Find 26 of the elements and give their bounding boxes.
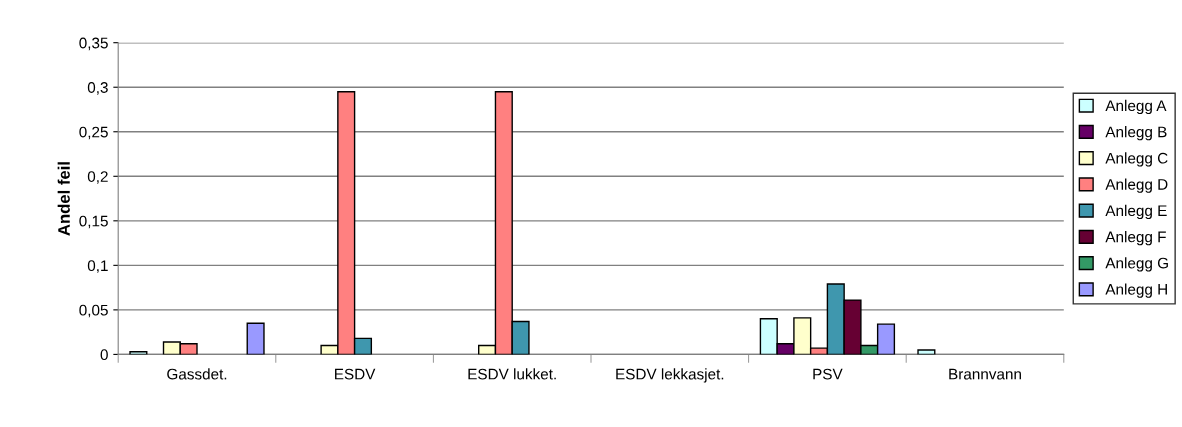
x-tick-label: ESDV lukket. — [468, 368, 556, 380]
y-tick-label: 0,05 — [79, 304, 108, 318]
legend-label: Anlegg D — [1105, 178, 1168, 193]
bar — [129, 351, 148, 355]
x-tick-label: ESDV — [335, 368, 376, 380]
bar — [246, 322, 265, 355]
bar — [917, 349, 936, 355]
legend-label: Anlegg G — [1105, 257, 1168, 272]
y-tick-label: 0,2 — [87, 171, 108, 184]
x-tick-label: ESDV lekkasjet. — [616, 368, 724, 383]
legend-label: Anlegg H — [1105, 283, 1167, 298]
y-tick-label: 0,1 — [87, 260, 108, 273]
legend-label: Anlegg C — [1105, 152, 1168, 167]
legend-label: Anlegg B — [1105, 126, 1167, 141]
y-tick-label: 0,3 — [87, 82, 108, 95]
x-tick-label: PSV — [813, 368, 843, 380]
y-tick-label: 0,15 — [79, 215, 108, 229]
legend-label: Anlegg A — [1105, 99, 1167, 115]
y-tick-label: 0 — [100, 349, 108, 361]
legend-label: Anlegg E — [1105, 204, 1167, 220]
y-axis-title: Andel feil — [57, 162, 70, 236]
x-tick-label: Gassdet. — [167, 368, 227, 380]
y-tick-label: 0,25 — [79, 126, 108, 140]
y-tick-label: 0,35 — [79, 37, 108, 51]
x-tick-label: Brannvann — [949, 368, 1021, 380]
legend-label: Anlegg F — [1105, 231, 1166, 246]
